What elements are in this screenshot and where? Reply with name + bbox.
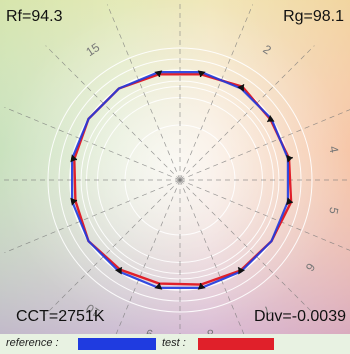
bin-divider-line bbox=[179, 109, 350, 181]
bin-label: 9 bbox=[144, 326, 154, 341]
bin-divider-line bbox=[45, 45, 181, 181]
shift-arrow-head bbox=[286, 154, 293, 163]
shift-arrow-head bbox=[115, 267, 122, 275]
cct-value: CCT=2751K bbox=[16, 308, 105, 325]
duv-value: Duv=-0.0039 bbox=[253, 308, 346, 325]
bin-divider-line bbox=[107, 179, 181, 354]
shift-arrow-head bbox=[197, 70, 206, 78]
bin-label: 4 bbox=[326, 145, 341, 155]
bin-divider-line bbox=[179, 179, 253, 354]
bin-divider-line bbox=[4, 179, 181, 254]
shift-arrow-head bbox=[70, 197, 78, 206]
legend-test-swatch bbox=[198, 338, 274, 350]
rf-value: Rf=94.3 bbox=[6, 8, 63, 25]
shift-arrow-head bbox=[267, 115, 275, 122]
shift-arrow-head bbox=[70, 154, 78, 163]
shift-arrow-head bbox=[197, 282, 206, 290]
legend-reference-label: reference : bbox=[6, 337, 59, 349]
legend: reference : test : bbox=[0, 334, 350, 354]
bin-divider-line bbox=[4, 106, 181, 181]
legend-test-label: test : bbox=[162, 337, 186, 349]
bin-divider-line bbox=[45, 179, 181, 315]
bin-divider-line bbox=[179, 179, 350, 251]
grid-ring bbox=[47, 47, 313, 313]
bin-divider-line bbox=[179, 45, 315, 181]
bin-label: 8 bbox=[206, 326, 216, 341]
shift-arrow-head bbox=[237, 84, 244, 92]
rg-value: Rg=98.1 bbox=[283, 8, 344, 25]
shift-arrow-head bbox=[238, 267, 245, 275]
bin-divider-line bbox=[179, 179, 315, 315]
bin-divider-line bbox=[179, 4, 254, 181]
shift-arrow-head bbox=[154, 282, 163, 290]
shift-arrow-head bbox=[286, 197, 293, 206]
bin-label: 5 bbox=[326, 206, 341, 216]
background-glow bbox=[0, 0, 350, 334]
series-layer bbox=[70, 70, 293, 290]
legend-reference-swatch bbox=[78, 338, 156, 350]
bin-divider-line bbox=[106, 4, 181, 181]
shift-arrow-head bbox=[154, 70, 163, 78]
